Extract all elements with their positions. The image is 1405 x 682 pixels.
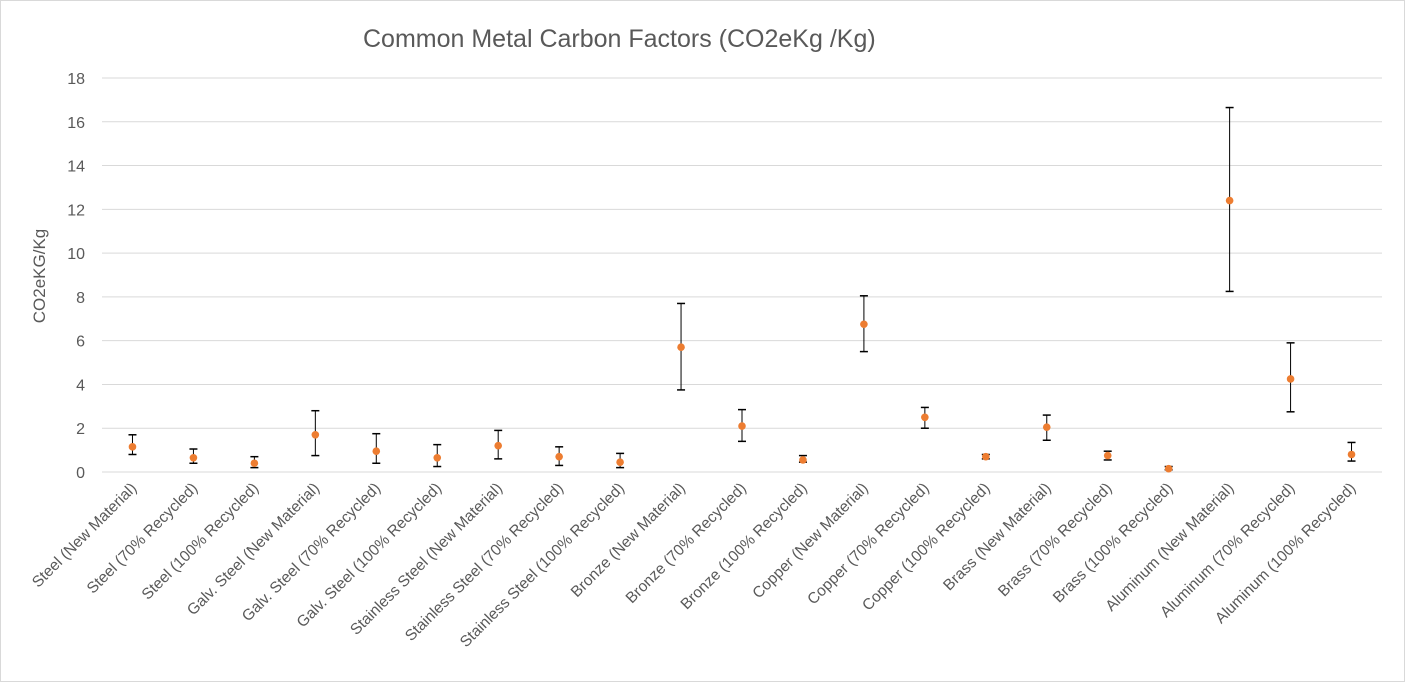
x-tick-label: Steel (70% Recycled): [84, 480, 201, 597]
x-tick-label: Bronze (70% Recycled): [623, 480, 750, 607]
x-tick-label: Steel (100% Recycled): [139, 480, 263, 604]
data-point: [1042, 423, 1051, 431]
y-tick-label: 12: [67, 202, 85, 219]
data-point: [616, 458, 624, 466]
data-point: [1286, 375, 1295, 383]
x-tick-label: Brass (New Material): [940, 480, 1054, 594]
data-point: [494, 441, 502, 450]
data-point: [372, 447, 381, 456]
data-point: [921, 413, 929, 422]
x-tick-label: Brass (70% Recycled): [995, 480, 1115, 600]
y-tick-label: 10: [67, 246, 85, 263]
x-tick-label: Bronze (100% Recycled): [678, 480, 811, 613]
chart-title: Common Metal Carbon Factors (CO2eKg /Kg): [363, 25, 876, 53]
data-point: [1164, 464, 1173, 473]
data-point: [555, 452, 563, 461]
x-tick-label: Aluminum (New Material): [1102, 480, 1237, 615]
data-point: [1103, 451, 1112, 460]
x-tick-label: Copper (100% Recycled): [859, 480, 993, 614]
x-tick-label: Copper (70% Recycled): [804, 480, 932, 608]
data-point: [1225, 196, 1234, 205]
x-tick-label: Brass (100% Recycled): [1050, 480, 1177, 607]
data-point: [250, 459, 259, 468]
y-tick-label: 18: [67, 71, 85, 88]
y-tick-label: 4: [76, 377, 85, 394]
y-tick-label: 0: [76, 465, 85, 482]
data-point: [128, 443, 137, 451]
y-tick-label: 8: [76, 290, 85, 307]
y-tick-label: 16: [67, 115, 85, 132]
x-tick-label: Bronze (New Material): [568, 480, 689, 601]
data-point: [1347, 450, 1356, 459]
x-tick-label: Steel (New Material): [29, 480, 140, 591]
data-point: [433, 453, 442, 462]
y-tick-label: 14: [67, 159, 85, 176]
data-point: [799, 456, 807, 464]
data-point: [860, 320, 868, 329]
y-tick-label: 2: [76, 421, 85, 438]
y-tick-label: 6: [76, 334, 85, 351]
x-tick-label: Copper (New Material): [749, 480, 871, 602]
data-point: [677, 343, 685, 352]
data-point: [982, 452, 990, 461]
data-point: [738, 422, 746, 430]
data-point: [189, 453, 198, 462]
data-point: [311, 430, 320, 439]
